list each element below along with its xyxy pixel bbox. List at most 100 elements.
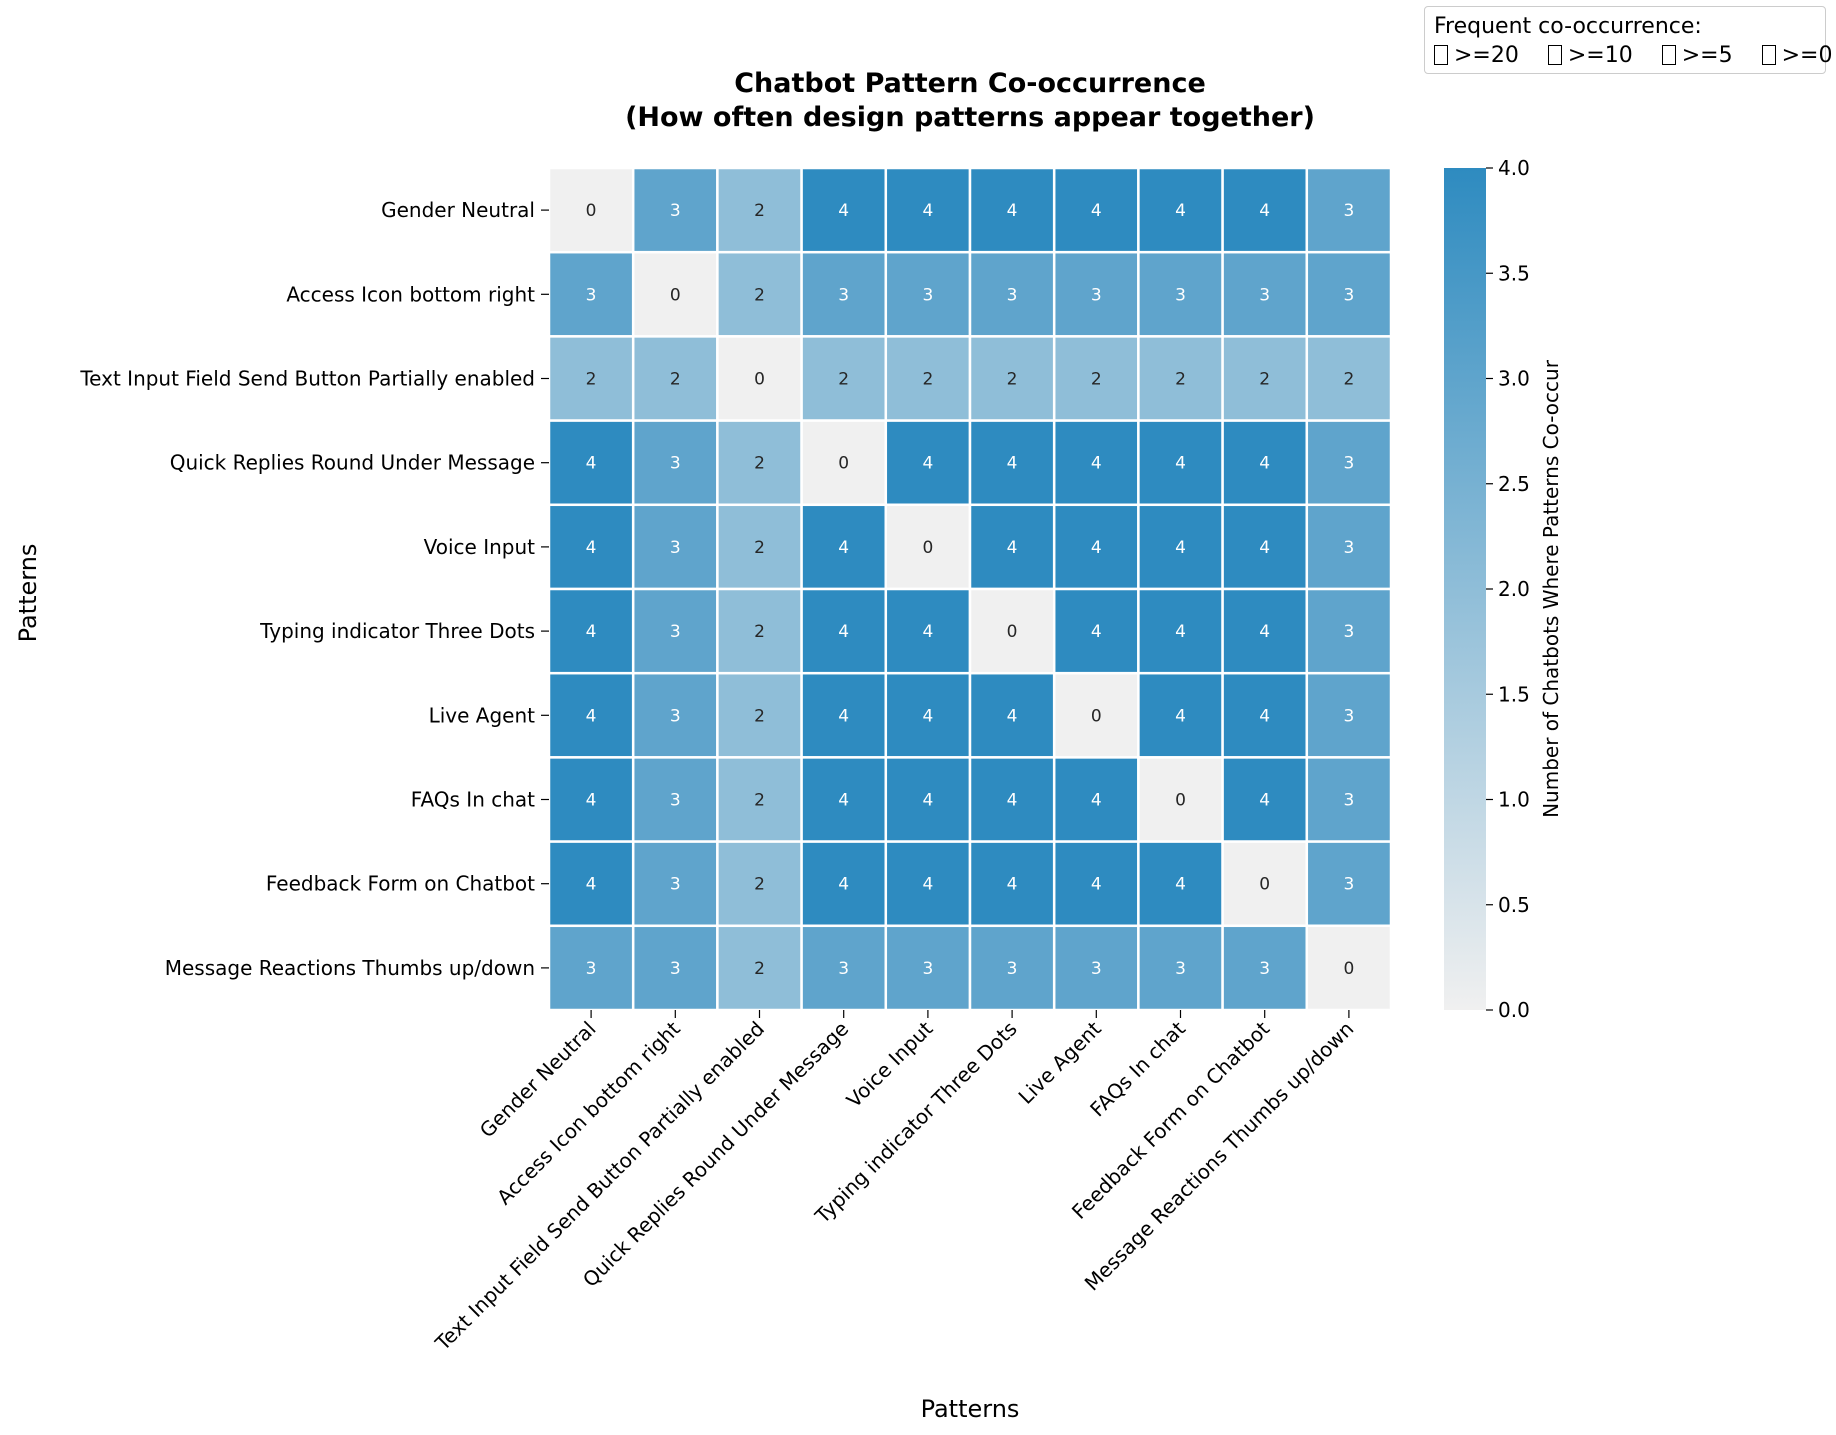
cell-value-label: 3: [1175, 959, 1186, 979]
cell-value-label: 4: [1175, 875, 1186, 895]
legend-title: Frequent co-occurrence:: [1434, 14, 1702, 39]
cell-value-label: 2: [838, 370, 849, 390]
cell-value-label: 4: [1259, 791, 1270, 811]
heatmap-cell: [1305, 250, 1393, 338]
cell-value-label: 3: [670, 454, 681, 474]
heatmap-cell: [968, 756, 1056, 843]
cell-value-label: 3: [1343, 201, 1354, 221]
cell-value-label: 4: [838, 791, 849, 811]
column-label: Live Agent: [1014, 1016, 1106, 1108]
heatmap-cell: [1305, 335, 1393, 422]
heatmap-cell: [1305, 503, 1393, 591]
cell-value-label: 3: [1343, 538, 1354, 558]
cell-value-label: 3: [670, 622, 681, 642]
cell-value-label: 4: [1007, 454, 1018, 474]
cell-value-label: 4: [1259, 538, 1270, 558]
cell-value-label: 3: [1091, 285, 1102, 305]
row-label: Typing indicator Three Dots: [259, 619, 535, 643]
cell-value-label: 3: [1259, 959, 1270, 979]
cell-value-label: 2: [754, 538, 765, 558]
cell-value-label: 4: [1175, 538, 1186, 558]
cell-value-label: 3: [670, 791, 681, 811]
row-label: Live Agent: [429, 703, 536, 727]
cell-value-label: 3: [586, 959, 597, 979]
cell-value-label: 0: [1259, 875, 1270, 895]
heatmap-cell: [1052, 335, 1140, 422]
cell-value-label: 4: [838, 201, 849, 221]
cell-value-label: 4: [1007, 791, 1018, 811]
row-label: Feedback Form on Chatbot: [266, 872, 535, 896]
heatmap-cell: [1137, 166, 1224, 254]
cell-value-label: 3: [1343, 622, 1354, 642]
cell-value-label: 4: [586, 454, 597, 474]
cell-value-label: 4: [922, 454, 933, 474]
y-axis-label: Patterns: [14, 544, 42, 643]
cell-value-label: 3: [670, 875, 681, 895]
heatmap-cell: [631, 503, 719, 591]
heatmap-cell: [968, 419, 1056, 507]
legend-box-icon: [1661, 45, 1676, 65]
cell-value-label: 3: [1343, 454, 1354, 474]
heatmap-cell: [1052, 250, 1140, 338]
cell-value-label: 3: [1007, 959, 1018, 979]
cell-value-label: 4: [1007, 706, 1018, 726]
heatmap-cell: [1052, 840, 1140, 928]
heatmap-cells: 0 3 2 4 4 4 4 4 4 3 3 0 2 3 3 3 3 3 3 3 2 2 0 2 2 2 2 2 2 2 4 3 2 0 4 4 4 4 4 3…: [547, 166, 1393, 1012]
cell-value-label: 4: [838, 706, 849, 726]
cell-value-label: 4: [922, 875, 933, 895]
heatmap-cell: [1221, 840, 1309, 928]
heatmap-cell: [800, 756, 888, 843]
heatmap-cell: [631, 840, 719, 928]
cell-value-label: 4: [1007, 875, 1018, 895]
cell-value-label: 2: [754, 959, 765, 979]
heatmap-cell: [1221, 587, 1309, 675]
cell-value-label: 0: [1175, 791, 1186, 811]
cell-value-label: 3: [670, 706, 681, 726]
row-label: Message Reactions Thumbs up/down: [165, 956, 535, 980]
heatmap-cell: [631, 756, 719, 843]
cell-value-label: 4: [1091, 538, 1102, 558]
cell-value-label: 4: [1175, 706, 1186, 726]
heatmap-cell: [1305, 756, 1393, 843]
heatmap-cell: [1052, 924, 1140, 1012]
heatmap-cell: [1221, 335, 1309, 422]
cell-value-label: 2: [754, 454, 765, 474]
cell-value-label: 3: [1343, 791, 1354, 811]
cell-value-label: 2: [1259, 370, 1270, 390]
cell-value-label: 3: [922, 959, 933, 979]
cell-value-label: 2: [754, 622, 765, 642]
heatmap-cell: [1305, 840, 1393, 928]
cell-value-label: 2: [754, 285, 765, 305]
cell-value-label: 4: [1175, 201, 1186, 221]
heatmap-cell: [547, 924, 635, 1012]
legend-item-label: >=5: [1681, 43, 1733, 68]
heatmap-cell: [631, 166, 719, 254]
heatmap-cell: [1137, 840, 1224, 928]
colorbar-tick-label: 1.5: [1498, 682, 1530, 706]
cell-value-label: 0: [1343, 959, 1354, 979]
row-label: Gender Neutral: [381, 198, 535, 222]
cell-value-label: 4: [586, 791, 597, 811]
colorbar-tick-label: 3.5: [1498, 261, 1530, 285]
colorbar-tick-label: 0.5: [1498, 893, 1530, 917]
cell-value-label: 3: [1259, 285, 1270, 305]
colorbar-label: Number of Chatbots Where Patterns Co-occ…: [1539, 359, 1563, 818]
chart-title-line-2: (How often design patterns appear togeth…: [625, 102, 1315, 133]
cell-value-label: 3: [1007, 285, 1018, 305]
colorbar-ticks: 0.0 0.5 1.0 1.5 2.0 2.5 3.0 3.5 4.0: [1486, 156, 1530, 1022]
heatmap-cell: [547, 587, 635, 675]
colorbar: [1444, 168, 1486, 1010]
heatmap-cell: [716, 335, 803, 422]
heatmap-cell: [1221, 250, 1309, 338]
cell-value-label: 4: [922, 622, 933, 642]
row-label: Text Input Field Send Button Partially e…: [79, 367, 535, 391]
cell-value-label: 4: [1175, 454, 1186, 474]
legend-items: >=20 >=10 >=5 >=0: [1434, 41, 1833, 70]
colorbar-tick-label: 4.0: [1498, 156, 1530, 180]
heatmap-cell: [1137, 924, 1224, 1012]
heatmap-cell: [1221, 671, 1309, 759]
cell-value-label: 4: [586, 538, 597, 558]
heatmap-cell: [968, 503, 1056, 591]
heatmap-cell: [1052, 756, 1140, 843]
